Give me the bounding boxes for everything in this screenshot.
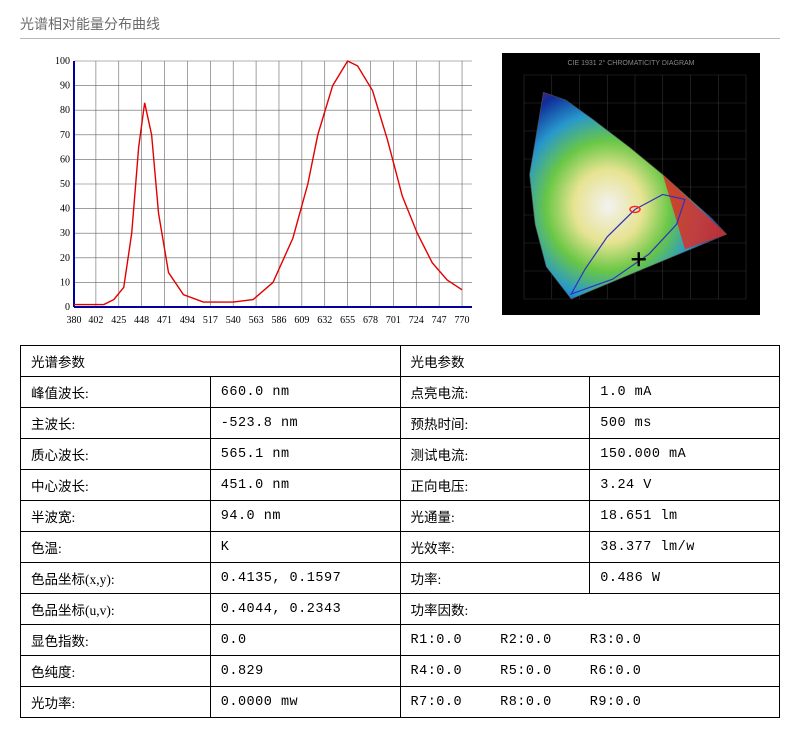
svg-text:747: 747 <box>432 315 447 326</box>
param-label: 色品坐标(x,y): <box>21 563 211 594</box>
param-value: 500 ms <box>590 408 780 439</box>
svg-text:563: 563 <box>249 315 264 326</box>
svg-text:402: 402 <box>88 315 103 326</box>
param-value: 18.651 lm <box>590 501 780 532</box>
svg-text:701: 701 <box>386 315 401 326</box>
svg-text:517: 517 <box>203 315 218 326</box>
param-value: 0.486 W <box>590 563 780 594</box>
param-value: 0.829 <box>210 656 400 687</box>
param-label: 色温: <box>21 532 211 563</box>
svg-text:60: 60 <box>60 154 70 165</box>
param-value: 565.1 nm <box>210 439 400 470</box>
svg-text:448: 448 <box>134 315 149 326</box>
param-value: 0.4044, 0.2343 <box>210 594 400 625</box>
r-values: R1:0.0R2:0.0R3:0.0 <box>400 625 780 656</box>
param-label: 功率因数: <box>400 594 780 625</box>
param-label: 显色指数: <box>21 625 211 656</box>
r-values: R7:0.0R8:0.0R9:0.0 <box>400 687 780 718</box>
param-label: 光通量: <box>400 501 590 532</box>
svg-text:425: 425 <box>111 315 126 326</box>
parameters-table: 光谱参数光电参数峰值波长:660.0 nm点亮电流:1.0 mA 主波长:-523… <box>20 345 780 718</box>
svg-text:80: 80 <box>60 105 70 116</box>
page-title: 光谱相对能量分布曲线 <box>20 14 780 39</box>
svg-text:609: 609 <box>294 315 309 326</box>
param-label: 光效率: <box>400 532 590 563</box>
param-label: 色品坐标(u,v): <box>21 594 211 625</box>
param-value: 150.000 mA <box>590 439 780 470</box>
spectrum-chart: 380 402 425 448 471 494 517 540 563 586 609 632 655 6… <box>40 53 478 327</box>
param-label: 正向电压: <box>400 470 590 501</box>
param-value: 451.0 nm <box>210 470 400 501</box>
svg-text:380: 380 <box>67 315 82 326</box>
svg-text:494: 494 <box>180 315 195 326</box>
svg-text:70: 70 <box>60 130 70 141</box>
param-value: 38.377 lm/w <box>590 532 780 563</box>
svg-text:471: 471 <box>157 315 172 326</box>
param-label: 峰值波长: <box>21 377 211 408</box>
svg-text:50: 50 <box>60 179 70 190</box>
param-label: 光功率: <box>21 687 211 718</box>
param-label: 质心波长: <box>21 439 211 470</box>
svg-text:0: 0 <box>65 302 70 313</box>
param-value: -523.8 nm <box>210 408 400 439</box>
param-value: 0.0000 mw <box>210 687 400 718</box>
param-value: 660.0 nm <box>210 377 400 408</box>
param-value: 0.0 <box>210 625 400 656</box>
svg-text:540: 540 <box>226 315 241 326</box>
svg-text:CIE 1931 2° CHROMATICITY DIAGR: CIE 1931 2° CHROMATICITY DIAGRAM <box>567 59 694 67</box>
param-label: 主波长: <box>21 408 211 439</box>
svg-text:586: 586 <box>271 315 286 326</box>
cie-diagram: CIE 1931 2° CHROMATICITY DIAGRAM <box>502 53 760 315</box>
svg-text:632: 632 <box>317 315 332 326</box>
param-label: 色纯度: <box>21 656 211 687</box>
param-value: 1.0 mA <box>590 377 780 408</box>
figures-row: 380 402 425 448 471 494 517 540 563 586 609 632 655 6… <box>20 53 780 327</box>
svg-text:655: 655 <box>340 315 355 326</box>
svg-text:678: 678 <box>363 315 378 326</box>
svg-text:20: 20 <box>60 253 70 264</box>
param-label: 点亮电流: <box>400 377 590 408</box>
svg-text:40: 40 <box>60 204 70 215</box>
svg-text:100: 100 <box>55 56 70 67</box>
right-header: 光电参数 <box>400 346 780 377</box>
param-label: 预热时间: <box>400 408 590 439</box>
r-values: R4:0.0R5:0.0R6:0.0 <box>400 656 780 687</box>
svg-text:30: 30 <box>60 228 70 239</box>
param-label: 半波宽: <box>21 501 211 532</box>
svg-text:10: 10 <box>60 277 70 288</box>
param-value: 3.24 V <box>590 470 780 501</box>
param-label: 中心波长: <box>21 470 211 501</box>
left-header: 光谱参数 <box>21 346 401 377</box>
svg-text:90: 90 <box>60 81 70 92</box>
param-label: 测试电流: <box>400 439 590 470</box>
param-label: 功率: <box>400 563 590 594</box>
param-value: K <box>210 532 400 563</box>
param-value: 0.4135, 0.1597 <box>210 563 400 594</box>
svg-text:724: 724 <box>409 315 424 326</box>
svg-text:770: 770 <box>455 315 470 326</box>
param-value: 94.0 nm <box>210 501 400 532</box>
